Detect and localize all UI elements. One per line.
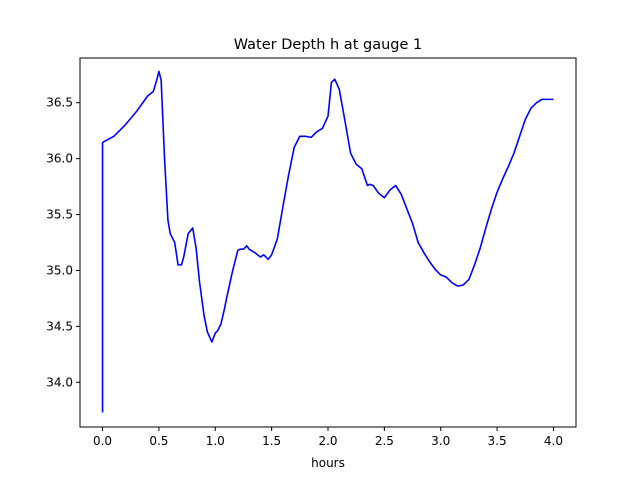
x-axis: 0.0 0.5 1.0 1.5 2.0 2.5 3.0 3.5 4.0	[93, 427, 563, 448]
y-axis: 34.0 34.5 35.0 35.5 36.0 36.5	[46, 96, 80, 389]
x-tick-label: 1.0	[206, 434, 225, 448]
x-tick-label: 1.5	[262, 434, 281, 448]
y-tick-label: 35.0	[46, 263, 73, 277]
y-tick-label: 36.5	[46, 96, 73, 110]
y-tick-label: 34.5	[46, 319, 73, 333]
plot-area	[101, 70, 554, 413]
y-tick-label: 36.0	[46, 152, 73, 166]
x-tick-label: 3.0	[431, 434, 450, 448]
y-tick-label: 35.5	[46, 208, 73, 222]
y-tick-label: 34.0	[46, 375, 73, 389]
x-tick-label: 0.5	[149, 434, 168, 448]
x-tick-label: 0.0	[93, 434, 112, 448]
x-tick-label: 4.0	[544, 434, 563, 448]
x-tick-label: 3.5	[488, 434, 507, 448]
x-axis-label: hours	[311, 456, 345, 470]
x-tick-label: 2.0	[318, 434, 337, 448]
chart-title: Water Depth h at gauge 1	[234, 37, 422, 53]
series-line-0	[101, 70, 554, 413]
x-tick-label: 2.5	[375, 434, 394, 448]
